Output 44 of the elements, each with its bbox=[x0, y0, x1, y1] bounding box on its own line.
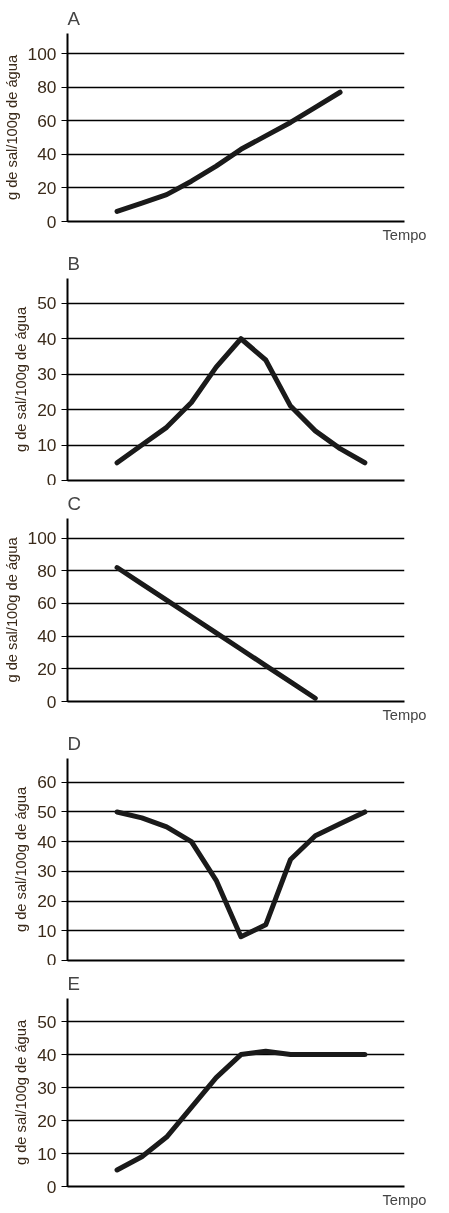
y-tick-label: 20 bbox=[37, 891, 57, 912]
y-tick-label: 40 bbox=[37, 328, 57, 349]
y-tick-label: 60 bbox=[37, 772, 57, 793]
y-axis-title: g de sal/100g de água bbox=[3, 54, 20, 201]
y-tick-label: 40 bbox=[37, 1044, 57, 1065]
y-axis-title: g de sal/100g de água bbox=[3, 536, 20, 683]
chart-title: D bbox=[67, 732, 81, 754]
y-tick-label: 10 bbox=[37, 435, 57, 456]
y-tick-label: 50 bbox=[37, 293, 57, 314]
chart-title: C bbox=[67, 492, 81, 514]
x-axis-title: Tempo bbox=[382, 706, 427, 723]
y-tick-label: 50 bbox=[37, 1011, 57, 1032]
y-tick-label: 0 bbox=[46, 211, 57, 232]
y-tick-label: 0 bbox=[46, 469, 57, 490]
y-tick-label: 40 bbox=[37, 831, 57, 852]
y-tick-label: 100 bbox=[27, 43, 57, 64]
chart-title: B bbox=[67, 252, 80, 274]
y-tick-label: 80 bbox=[37, 77, 57, 98]
y-axis-title: g de sal/100g de água bbox=[13, 786, 30, 933]
y-tick-label: 20 bbox=[37, 658, 57, 679]
y-tick-label: 0 bbox=[46, 1176, 57, 1197]
chart-title: E bbox=[67, 972, 80, 994]
y-tick-label: 30 bbox=[37, 1077, 57, 1098]
y-axis-title: g de sal/100g de água bbox=[13, 1019, 30, 1166]
y-tick-label: 60 bbox=[37, 593, 57, 614]
x-axis-title: Tempo bbox=[382, 1191, 427, 1208]
y-tick-label: 20 bbox=[37, 399, 57, 420]
y-tick-label: 50 bbox=[37, 801, 57, 822]
y-tick-label: 80 bbox=[37, 560, 57, 581]
chart-title: A bbox=[67, 7, 81, 29]
y-tick-label: 10 bbox=[37, 1143, 57, 1164]
y-tick-label: 30 bbox=[37, 364, 57, 385]
y-tick-label: 20 bbox=[37, 177, 57, 198]
y-tick-label: 20 bbox=[37, 1110, 57, 1131]
y-tick-label: 60 bbox=[37, 110, 57, 131]
y-tick-label: 0 bbox=[46, 691, 57, 712]
y-tick-label: 40 bbox=[37, 626, 57, 647]
y-tick-label: 100 bbox=[27, 528, 57, 549]
y-tick-label: 40 bbox=[37, 144, 57, 165]
y-tick-label: 30 bbox=[37, 861, 57, 882]
y-axis-title: g de sal/100g de água bbox=[13, 306, 30, 453]
y-tick-label: 0 bbox=[46, 949, 57, 970]
y-tick-label: 10 bbox=[37, 920, 57, 941]
x-axis-title: Tempo bbox=[382, 226, 427, 243]
